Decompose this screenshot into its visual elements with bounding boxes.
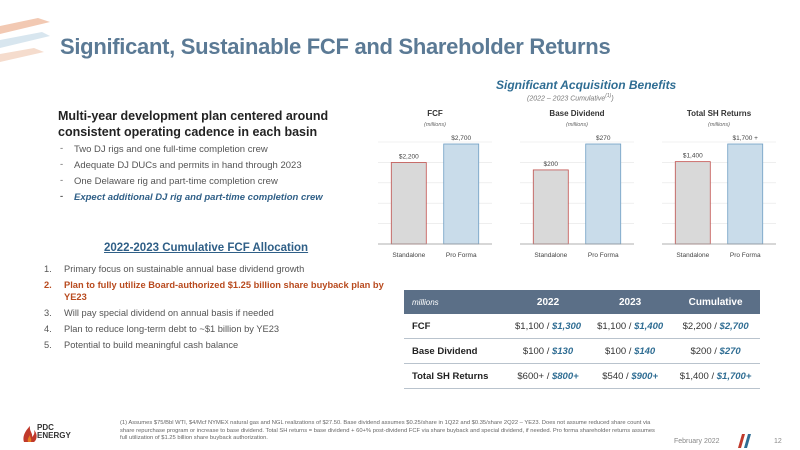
chart-bar [585, 143, 622, 245]
table-header: 2022 [506, 290, 590, 314]
chart-svg: Base Dividend (millions) $200 Standalone $27… [520, 109, 634, 259]
row-label: FCF [404, 314, 507, 339]
returns-table: millions 2022 2023 Cumulative FCF $1,100… [404, 290, 760, 389]
category-tick-label: Pro Forma [730, 252, 761, 259]
row-label: Base Dividend [404, 338, 507, 364]
bar-data-label: $270 [596, 135, 611, 142]
allocation-item: 5. Potential to build meaningful cash bal… [44, 340, 239, 350]
category-tick-label: Standalone [534, 252, 567, 259]
date-label: February 2022 [674, 438, 720, 445]
category-tick-label: Standalone [392, 252, 425, 259]
allocation-item-highlight: 2. Plan to fully utilize Board-authorized… [44, 280, 384, 302]
benefits-subtitle: (2022 – 2023 Cumulative(1)) [527, 93, 614, 103]
category-tick-label: Pro Forma [588, 252, 619, 259]
brand-mark-icon [738, 434, 751, 448]
footnote: (1) Assumes $75/Bbl WTI, $4/Mcf NYMEX na… [120, 420, 655, 442]
chart-bar [727, 143, 764, 245]
table-cell: $1,400 / $1,700+ [671, 363, 760, 389]
allocation-item: 4. Plan to reduce long-term debt to ~$1 b… [44, 324, 280, 334]
bar-data-label: $2,700 [451, 135, 471, 142]
chart-svg: FCF (millions) $2,200 Standalone $2,700 Pro F… [378, 109, 492, 259]
chart-bar [532, 169, 569, 245]
table-row: FCF $1,100 / $1,300 $1,100 / $1,400 $2,2… [404, 314, 760, 339]
allocation-item: 3. Will pay special dividend on annual ba… [44, 308, 274, 318]
company-logo-text: PDC ENERGY [37, 423, 71, 440]
table-cell: $100 / $140 [589, 338, 672, 364]
table-cell: $1,100 / $1,300 [506, 314, 590, 339]
pdc-logo-icon [23, 426, 37, 442]
chart-bar [674, 161, 711, 245]
table-cell: $200 / $270 [671, 338, 760, 364]
base-dividend-chart: Base Dividend (millions) $200 Standalone $27… [512, 104, 642, 264]
bar-data-label: $1,700 + [732, 135, 758, 142]
table-header: Cumulative [671, 290, 760, 314]
table-header: 2023 [589, 290, 672, 314]
table-cell: $1,100 / $1,400 [589, 314, 672, 339]
chart-bar [390, 162, 427, 245]
table-cell: $540 / $900+ [589, 363, 672, 389]
plan-item-highlight: Expect additional DJ rig and part-time c… [60, 191, 360, 208]
plan-list: Two DJ rigs and one full-time completion… [60, 143, 360, 208]
table-cell: $2,200 / $2,700 [671, 314, 760, 339]
benefits-title: Significant Acquisition Benefits [496, 78, 677, 92]
table-cell: $100 / $130 [506, 338, 590, 364]
plan-item: One Delaware rig and part-time completio… [60, 175, 360, 192]
category-tick-label: Standalone [676, 252, 709, 259]
chart-subtitle: (millions) [424, 122, 446, 128]
row-label: Total SH Returns [404, 363, 507, 389]
table-row: Total SH Returns $600+ / $800+ $540 / $9… [404, 363, 760, 389]
chart-svg: Total SH Returns (millions) $1,400 Standalo… [662, 109, 776, 259]
allocation-item: 1. Primary focus on sustainable annual ba… [44, 264, 305, 274]
category-tick-label: Pro Forma [446, 252, 477, 259]
plan-heading: Multi-year development plan centered aro… [58, 109, 329, 139]
table-row: Base Dividend $100 / $130 $100 / $140 $2… [404, 338, 760, 364]
chart-title: FCF [427, 109, 443, 118]
chart-subtitle: (millions) [566, 122, 588, 128]
bar-data-label: $1,400 [683, 153, 703, 160]
plan-item: Two DJ rigs and one full-time completion… [60, 143, 360, 160]
chart-bar [443, 143, 480, 245]
bar-data-label: $200 [544, 161, 559, 168]
allocation-list: 1. Primary focus on sustainable annual ba… [44, 263, 384, 355]
table-header: millions [404, 290, 507, 314]
allocation-title: 2022-2023 Cumulative FCF Allocation [104, 242, 309, 254]
page-number: 12 [774, 438, 782, 445]
decorative-stripes [0, 18, 50, 62]
table-header-row: millions 2022 2023 Cumulative [404, 290, 760, 314]
plan-item: Adequate DJ DUCs and permits in hand thr… [60, 159, 360, 176]
table-cell: $600+ / $800+ [506, 363, 590, 389]
chart-subtitle: (millions) [708, 122, 730, 128]
chart-title: Total SH Returns [687, 109, 752, 118]
chart-title: Base Dividend [549, 109, 604, 118]
total-sh-returns-chart: Total SH Returns (millions) $1,400 Standalo… [654, 104, 784, 264]
bar-data-label: $2,200 [399, 154, 419, 161]
fcf-chart: FCF (millions) $2,200 Standalone $2,700 Pro F… [370, 104, 500, 264]
slide-title: Significant, Sustainable FCF and Shareho… [60, 34, 611, 59]
